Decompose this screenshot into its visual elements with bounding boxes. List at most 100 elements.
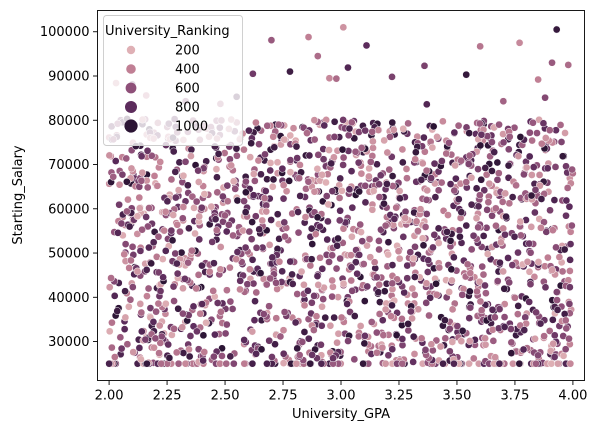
scatter-point (153, 308, 160, 315)
scatter-point (531, 209, 538, 216)
scatter-point (495, 121, 502, 128)
scatter-point (438, 157, 445, 164)
scatter-point (223, 287, 230, 294)
scatter-point (322, 314, 329, 321)
scatter-point (396, 195, 403, 202)
scatter-point (175, 186, 182, 193)
scatter-point (239, 227, 246, 234)
scatter-point (287, 157, 294, 164)
scatter-point (108, 319, 115, 326)
scatter-point (280, 182, 287, 189)
scatter-point (266, 337, 273, 344)
scatter-point (123, 155, 130, 162)
scatter-point (405, 320, 412, 327)
scatter-point (257, 171, 264, 178)
scatter-point (546, 207, 553, 214)
scatter-point (382, 360, 389, 367)
scatter-point (417, 206, 424, 213)
scatter-point (193, 285, 200, 292)
scatter-point (333, 339, 340, 346)
scatter-point (492, 205, 499, 212)
scatter-point (296, 351, 303, 358)
y-tick-label: 100000 (40, 25, 90, 40)
scatter-point (360, 360, 367, 367)
scatter-point (561, 129, 568, 136)
scatter-point (517, 232, 524, 239)
scatter-point (467, 270, 474, 277)
scatter-point (111, 292, 118, 299)
y-tick-label: 90000 (48, 70, 89, 85)
scatter-point (458, 209, 465, 216)
scatter-point (563, 325, 570, 332)
scatter-point (437, 343, 444, 350)
scatter-point (261, 195, 268, 202)
scatter-point (329, 283, 336, 290)
scatter-point (373, 349, 380, 356)
scatter-point (106, 360, 113, 367)
scatter-point (459, 327, 466, 334)
scatter-point (241, 336, 248, 343)
scatter-point (252, 119, 259, 126)
scatter-point (250, 170, 257, 177)
scatter-point (370, 187, 377, 194)
scatter-point (560, 352, 567, 359)
scatter-point (418, 335, 425, 342)
scatter-point (529, 119, 536, 126)
scatter-point (307, 262, 314, 269)
scatter-point (526, 298, 533, 305)
scatter-point (329, 293, 336, 300)
scatter-point (288, 271, 295, 278)
scatter-point (187, 152, 194, 159)
scatter-point (481, 282, 488, 289)
scatter-point (349, 287, 356, 294)
scatter-point (362, 199, 369, 206)
scatter-point (201, 348, 208, 355)
scatter-point (419, 235, 426, 242)
scatter-point (143, 360, 150, 367)
scatter-point (340, 24, 347, 31)
scatter-point (517, 133, 524, 140)
scatter-point (467, 304, 474, 311)
scatter-point (473, 288, 480, 295)
scatter-point (234, 197, 241, 204)
scatter-point (412, 156, 419, 163)
scatter-point (432, 194, 439, 201)
scatter-point (286, 68, 293, 75)
scatter-point (478, 307, 485, 314)
scatter-point (245, 127, 252, 134)
legend-label: 600 (175, 82, 200, 97)
scatter-point (179, 310, 186, 317)
scatter-point (429, 144, 436, 151)
scatter-point (380, 332, 387, 339)
scatter-point (185, 259, 192, 266)
scatter-point (351, 356, 358, 363)
scatter-point (174, 221, 181, 228)
scatter-point (116, 201, 123, 208)
scatter-point (273, 315, 280, 322)
scatter-point (431, 160, 438, 167)
scatter-point (506, 279, 513, 286)
scatter-point (198, 262, 205, 269)
x-tick-label: 2.25 (153, 389, 182, 404)
scatter-point (413, 218, 420, 225)
legend-marker (124, 119, 137, 132)
scatter-point (261, 151, 268, 158)
scatter-point (456, 233, 463, 240)
scatter-point (148, 260, 155, 267)
scatter-point (404, 275, 411, 282)
scatter-point (325, 201, 332, 208)
scatter-point (173, 349, 180, 356)
scatter-point (329, 188, 336, 195)
scatter-point (466, 288, 473, 295)
scatter-point (399, 159, 406, 166)
scatter-point (172, 194, 179, 201)
scatter-point (393, 204, 400, 211)
scatter-point (549, 316, 556, 323)
scatter-point (442, 335, 449, 342)
scatter-point (240, 198, 247, 205)
scatter-point (488, 212, 495, 219)
scatter-point (399, 146, 406, 153)
scatter-point (565, 335, 572, 342)
scatter-point (130, 349, 137, 356)
scatter-point (308, 256, 315, 263)
